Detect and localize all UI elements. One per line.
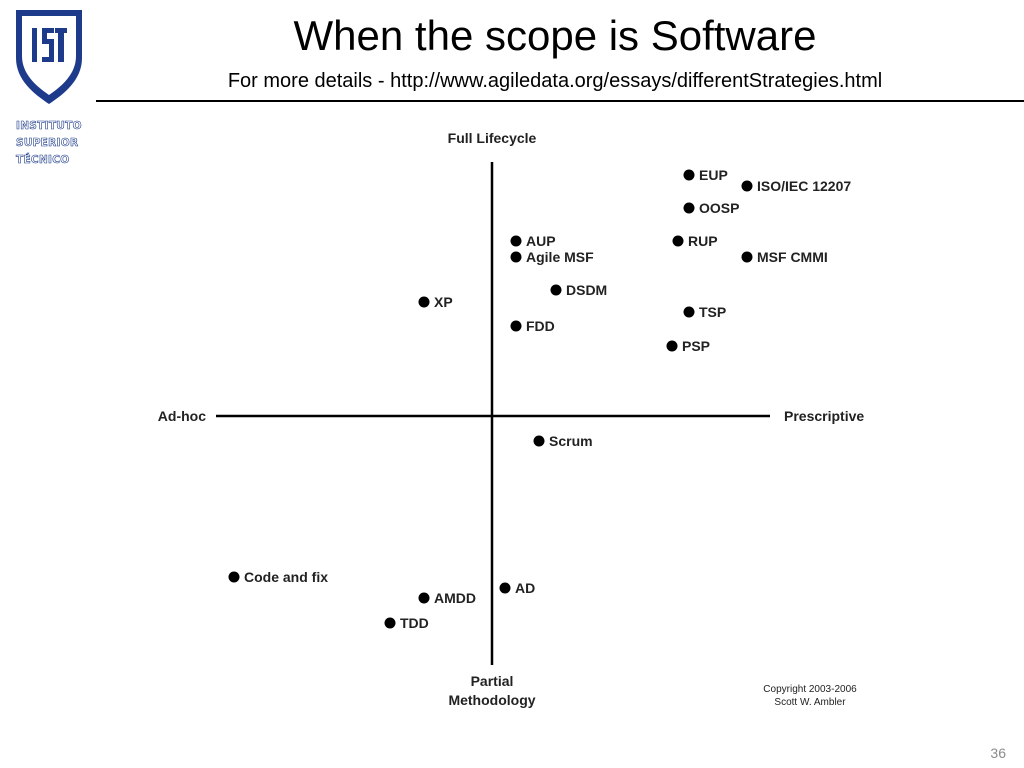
ist-logo [16, 10, 82, 104]
method-dot-eup [683, 169, 695, 181]
title-divider [96, 100, 1024, 102]
method-dot-iso-iec-12207 [741, 180, 753, 192]
logo-caption: INSTITUTO SUPERIOR TÉCNICO [16, 118, 88, 169]
logo-line: INSTITUTO [16, 120, 82, 133]
copyright-line1: Copyright 2003-2006 [763, 684, 857, 695]
method-label-amdd: AMDD [434, 590, 476, 606]
method-dot-msf-cmmi [741, 251, 753, 263]
method-dot-dsdm [550, 284, 562, 296]
method-label-code-and-fix: Code and fix [244, 569, 328, 585]
method-label-xp: XP [434, 294, 453, 310]
method-label-aup: AUP [526, 233, 556, 249]
method-dot-rup [672, 235, 684, 247]
method-label-oosp: OOSP [699, 200, 739, 216]
method-label-msf-cmmi: MSF CMMI [757, 249, 828, 265]
method-dot-oosp [683, 202, 695, 214]
logo-line: TÉCNICO [16, 154, 70, 167]
method-dot-fdd [510, 320, 522, 332]
method-dot-ad [499, 582, 511, 594]
method-dot-amdd [418, 592, 430, 604]
method-label-fdd: FDD [526, 318, 555, 334]
method-label-rup: RUP [688, 233, 718, 249]
method-label-dsdm: DSDM [566, 282, 607, 298]
method-dot-code-and-fix [228, 571, 240, 583]
axis-label-bottom-line2: Methodology [448, 692, 535, 708]
axis-label-bottom-line1: Partial [471, 673, 514, 689]
logo-line: SUPERIOR [16, 137, 79, 150]
method-label-eup: EUP [699, 167, 728, 183]
slide-number: 36 [990, 745, 1006, 761]
axis-label-right: Prescriptive [784, 408, 864, 424]
method-dot-tsp [683, 306, 695, 318]
method-dot-tdd [384, 617, 396, 629]
method-dot-agile-msf [510, 251, 522, 263]
copyright-line2: Scott W. Ambler [774, 697, 846, 708]
axis-label-top: Full Lifecycle [448, 130, 537, 146]
method-dot-scrum [533, 435, 545, 447]
method-label-psp: PSP [682, 338, 710, 354]
method-label-iso-iec-12207: ISO/IEC 12207 [757, 178, 851, 194]
method-label-scrum: Scrum [549, 433, 593, 449]
method-label-agile-msf: Agile MSF [526, 249, 594, 265]
method-label-tdd: TDD [400, 615, 429, 631]
slide-subtitle: For more details - http://www.agiledata.… [227, 70, 883, 92]
method-label-ad: AD [515, 580, 535, 596]
method-label-tsp: TSP [699, 304, 726, 320]
method-dot-aup [510, 235, 522, 247]
method-dot-psp [666, 340, 678, 352]
method-dot-xp [418, 296, 430, 308]
axis-label-left: Ad-hoc [158, 408, 206, 424]
slide-title: When the scope is Software [293, 12, 817, 59]
